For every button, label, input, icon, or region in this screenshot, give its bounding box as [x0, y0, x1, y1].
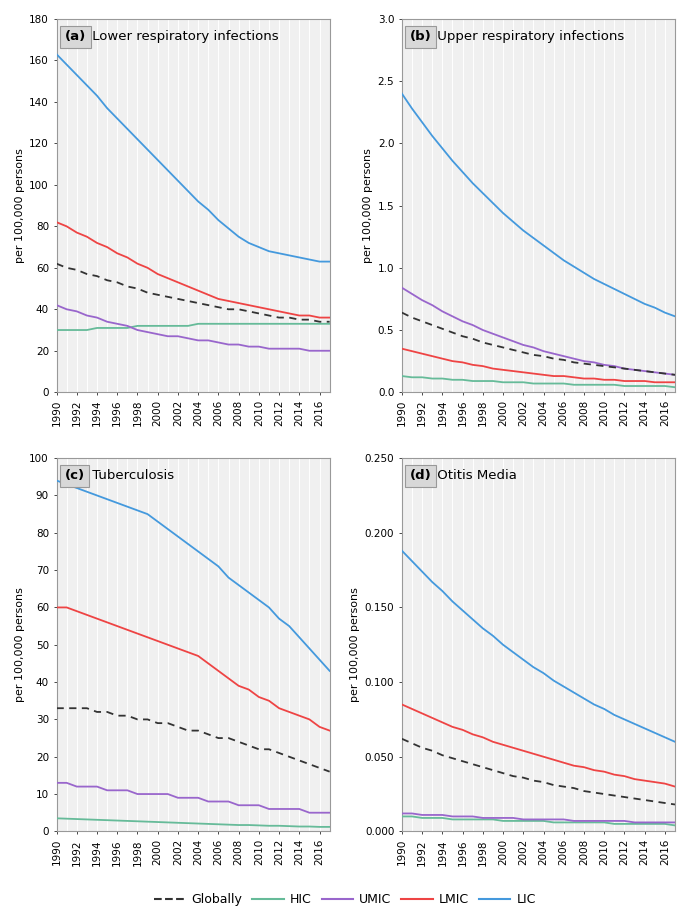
Text: (b): (b) — [410, 30, 432, 43]
Text: Upper respiratory infections: Upper respiratory infections — [433, 30, 624, 43]
Text: (c): (c) — [65, 469, 85, 482]
Y-axis label: per 100,000 persons: per 100,000 persons — [15, 148, 25, 263]
Legend: Globally, HIC, UMIC, LMIC, LIC: Globally, HIC, UMIC, LMIC, LIC — [149, 888, 541, 911]
Y-axis label: per 100,000 persons: per 100,000 persons — [15, 587, 25, 703]
Text: (d): (d) — [410, 469, 432, 482]
Text: Tuberculosis: Tuberculosis — [88, 469, 174, 482]
Text: (a): (a) — [65, 30, 86, 43]
Text: Lower respiratory infections: Lower respiratory infections — [88, 30, 279, 43]
Y-axis label: per 100,000 persons: per 100,000 persons — [351, 587, 360, 703]
Text: Otitis Media: Otitis Media — [433, 469, 518, 482]
Y-axis label: per 100,000 persons: per 100,000 persons — [364, 148, 373, 263]
